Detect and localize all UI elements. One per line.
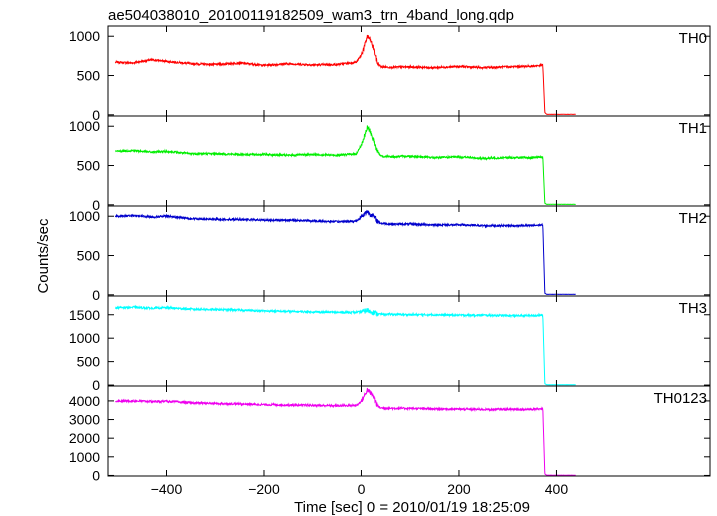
series-line-th3 [115,304,576,386]
y-tick-label: 0 [92,287,100,303]
y-tick-label: 1000 [69,208,100,224]
y-tick-label: 4000 [69,393,100,409]
panel-frame-th0123 [107,385,711,477]
y-tick-label: 2000 [69,430,100,446]
y-tick-label: 3000 [69,412,100,428]
y-tick-label: 0 [92,197,100,213]
panel-label-th0: TH0 [679,30,707,47]
panel-th2: 0 500 1000 TH2 [69,205,711,303]
y-tick-label: 0 [92,467,100,483]
panel-frame-th1 [107,115,711,207]
y-tick-label: 0 [92,107,100,123]
y-tick-label: 1000 [69,28,100,44]
y-tick-label: 500 [77,68,101,84]
panel-label-th1: TH1 [679,120,707,137]
chart-title: ae504038010_20100119182509_wam3_trn_4ban… [108,7,514,24]
x-tick-label: 0 [358,481,366,497]
x-tick-label: −400 [151,481,183,497]
panel-th3: 0 500 1000 1500 TH3 [69,295,711,393]
x-axis-label: Time [sec] 0 = 2010/01/19 18:25:09 [294,499,530,516]
y-tick-label: 1500 [69,307,100,323]
panel-frame-th0 [107,25,711,117]
y-tick-label: 500 [77,158,101,174]
series-line-th0 [114,34,576,115]
y-tick-label: 500 [77,248,101,264]
x-tick-label: 200 [447,481,471,497]
x-tick-label: −200 [248,481,280,497]
panel-label-th3: TH3 [679,300,707,317]
y-tick-label: 1000 [69,118,100,134]
panel-th1: 0 500 1000 TH1 [69,115,711,213]
series-line-th0123 [115,387,576,476]
series-line-th1 [115,125,576,205]
panel-th0123: 0 1000 2000 3000 4000 TH0123 [69,385,711,483]
series-line-th2 [114,209,576,295]
y-axis-label: Counts/sec [35,218,52,294]
y-tick-label: 1000 [69,449,100,465]
y-tick-label: 0 [92,377,100,393]
y-tick-label: 500 [77,354,101,370]
x-tick-label: 400 [545,481,569,497]
panel-th0: 0 500 1000 TH0 [69,25,711,123]
panels-group: 0 500 1000 TH0 0 500 1000 TH1 0 500 1000 TH2 0 500 100… [69,25,711,497]
y-tick-label: 1000 [69,330,100,346]
panel-label-th2: TH2 [679,210,707,227]
panel-label-th0123: TH0123 [654,390,707,407]
